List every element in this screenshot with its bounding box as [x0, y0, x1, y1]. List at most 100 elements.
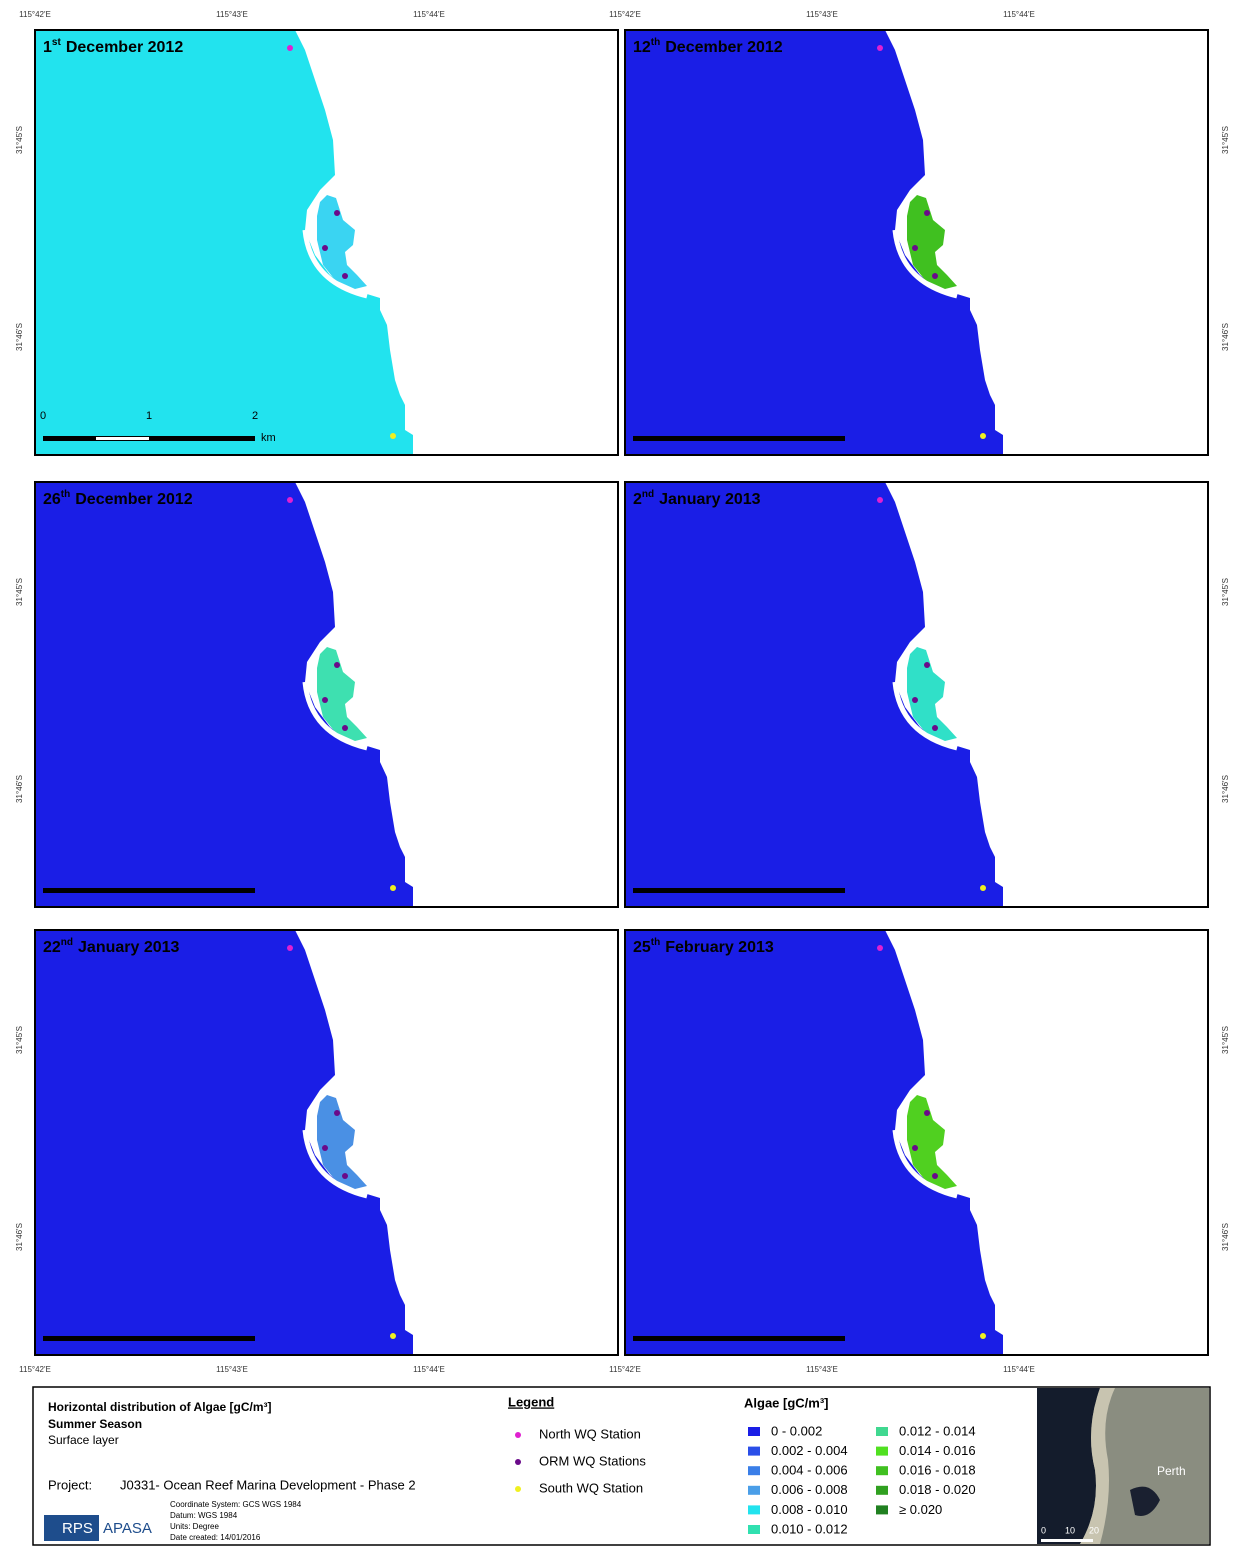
- longitude-label: 115°44'E: [1003, 1365, 1035, 1374]
- title-day: 22: [43, 939, 61, 956]
- station: [912, 245, 918, 251]
- station: [287, 45, 293, 51]
- station: [980, 1333, 986, 1339]
- title-suffix: nd: [642, 489, 654, 500]
- class-swatch: [876, 1427, 888, 1436]
- longitude-label: 115°43'E: [216, 1365, 248, 1374]
- class-label: 0.004 - 0.006: [771, 1463, 848, 1478]
- latitude-label: 31°45'S: [15, 1026, 24, 1054]
- class-label: 0.008 - 0.010: [771, 1502, 848, 1517]
- inset-place: Perth: [1157, 1464, 1186, 1478]
- legend-symbol: [515, 1486, 521, 1492]
- title-suffix: th: [651, 937, 660, 948]
- station: [342, 273, 348, 279]
- class-swatch: [748, 1525, 760, 1534]
- longitude-label: 115°42'E: [609, 1365, 641, 1374]
- latitude-label: 31°46'S: [15, 1223, 24, 1251]
- longitude-label: 115°44'E: [1003, 10, 1035, 19]
- station: [932, 273, 938, 279]
- station: [924, 1110, 930, 1116]
- class-label: 0.014 - 0.016: [899, 1443, 976, 1458]
- title-day: 26: [43, 491, 61, 508]
- title-suffix: th: [651, 37, 660, 48]
- longitude-label: 115°44'E: [413, 1365, 445, 1374]
- class-swatch: [748, 1466, 760, 1475]
- station: [334, 1110, 340, 1116]
- season: Summer Season: [48, 1417, 142, 1431]
- class-swatch: [748, 1427, 760, 1436]
- figure: 1stDecember 2012012km12thDecember 201226…: [0, 0, 1256, 1547]
- scale-bar-seg: [686, 889, 739, 892]
- map-title: Horizontal distribution of Algae [gC/m³]: [48, 1400, 272, 1414]
- legend-label: North WQ Station: [539, 1426, 641, 1441]
- scale-bar-seg: [96, 889, 149, 892]
- longitude-label: 115°42'E: [19, 1365, 51, 1374]
- latitude-label: 31°45'S: [1221, 578, 1230, 606]
- inset-scale-label: 20: [1089, 1525, 1099, 1535]
- logo-apasa: APASA: [103, 1520, 152, 1537]
- class-label: 0.002 - 0.004: [771, 1443, 848, 1458]
- station: [342, 1173, 348, 1179]
- class-label: 0 - 0.002: [771, 1423, 822, 1438]
- scale-unit: km: [261, 432, 276, 444]
- project: J0331- Ocean Reef Marina Development - P…: [120, 1477, 416, 1492]
- station: [334, 662, 340, 668]
- title-month: December 2012: [75, 491, 193, 508]
- longitude-label: 115°43'E: [806, 10, 838, 19]
- class-label: ≥ 0.020: [899, 1502, 942, 1517]
- metadata: Coordinate System: GCS WGS 1984: [170, 1500, 302, 1509]
- class-swatch: [748, 1486, 760, 1495]
- logo-rps: RPS: [62, 1520, 93, 1537]
- longitude-label: 115°42'E: [19, 10, 51, 19]
- legend-label: ORM WQ Stations: [539, 1453, 646, 1468]
- layer: Surface layer: [48, 1433, 119, 1447]
- station: [322, 697, 328, 703]
- latitude-label: 31°45'S: [15, 126, 24, 154]
- latitude-label: 31°46'S: [1221, 775, 1230, 803]
- scale-label: 0: [40, 410, 46, 422]
- title-day: 25: [633, 939, 651, 956]
- legend-label: South WQ Station: [539, 1480, 643, 1495]
- scale-bar-seg: [96, 437, 149, 440]
- legend-symbol: [515, 1459, 521, 1465]
- station: [924, 662, 930, 668]
- legend-title: Legend: [508, 1394, 554, 1409]
- longitude-label: 115°42'E: [609, 10, 641, 19]
- project-label: Project:: [48, 1477, 92, 1492]
- title-day: 12: [633, 39, 651, 56]
- class-swatch: [748, 1505, 760, 1514]
- latitude-label: 31°46'S: [1221, 323, 1230, 351]
- algae-legend-title: Algae [gC/m³]: [744, 1395, 829, 1410]
- latitude-label: 31°45'S: [15, 578, 24, 606]
- station: [912, 697, 918, 703]
- scale-bar-seg: [686, 437, 739, 440]
- latitude-label: 31°45'S: [1221, 126, 1230, 154]
- legend-symbol: [515, 1432, 521, 1438]
- station: [287, 945, 293, 951]
- metadata: Date created: 14/01/2016: [170, 1533, 261, 1542]
- latitude-label: 31°46'S: [1221, 1223, 1230, 1251]
- class-label: 0.018 - 0.020: [899, 1482, 976, 1497]
- class-label: 0.006 - 0.008: [771, 1482, 848, 1497]
- station: [322, 1145, 328, 1151]
- station: [924, 210, 930, 216]
- station: [912, 1145, 918, 1151]
- title-day: 1: [43, 39, 52, 56]
- class-label: 0.010 - 0.012: [771, 1521, 848, 1536]
- class-label: 0.012 - 0.014: [899, 1423, 976, 1438]
- longitude-label: 115°44'E: [413, 10, 445, 19]
- title-month: February 2013: [665, 939, 774, 956]
- station: [932, 725, 938, 731]
- title-month: January 2013: [659, 491, 761, 508]
- scale-label: 2: [252, 410, 258, 422]
- station: [390, 433, 396, 439]
- latitude-label: 31°45'S: [1221, 1026, 1230, 1054]
- title-suffix: nd: [61, 937, 73, 948]
- class-swatch: [876, 1486, 888, 1495]
- scale-bar-seg: [96, 1337, 149, 1340]
- inset-scale-label: 10: [1065, 1525, 1075, 1535]
- title-day: 2: [633, 491, 642, 508]
- longitude-label: 115°43'E: [216, 10, 248, 19]
- class-label: 0.016 - 0.018: [899, 1463, 976, 1478]
- latitude-label: 31°46'S: [15, 775, 24, 803]
